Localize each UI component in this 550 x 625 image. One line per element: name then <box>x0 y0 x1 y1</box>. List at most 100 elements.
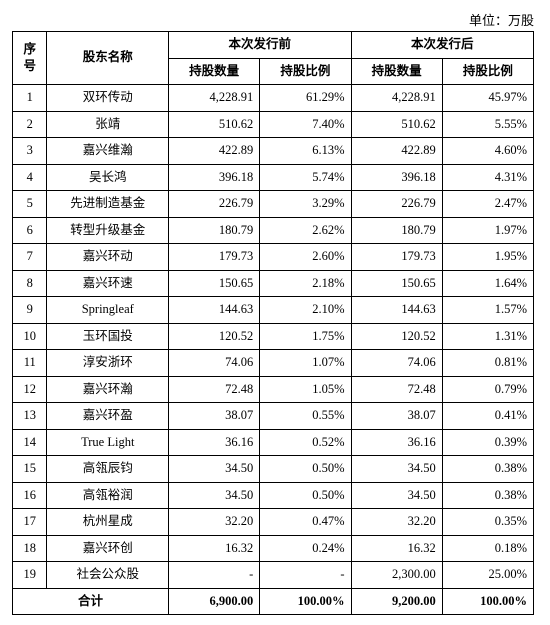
cell-qty-after: 32.20 <box>351 509 442 536</box>
cell-qty-after: 422.89 <box>351 138 442 165</box>
cell-pct-before: 0.50% <box>260 482 351 509</box>
header-name: 股东名称 <box>47 32 169 85</box>
table-row: 12嘉兴环瀚72.481.05%72.480.79% <box>13 376 534 403</box>
cell-name: 高瓴辰钧 <box>47 456 169 483</box>
table-row: 4吴长鸿396.185.74%396.184.31% <box>13 164 534 191</box>
total-label: 合计 <box>13 588 169 615</box>
cell-name: 杭州星成 <box>47 509 169 536</box>
cell-pct-after: 0.18% <box>442 535 533 562</box>
cell-pct-after: 2.47% <box>442 191 533 218</box>
cell-pct-before: 2.60% <box>260 244 351 271</box>
cell-qty-after: 510.62 <box>351 111 442 138</box>
cell-index: 17 <box>13 509 47 536</box>
cell-name: 嘉兴维瀚 <box>47 138 169 165</box>
cell-qty-after: 396.18 <box>351 164 442 191</box>
cell-pct-before: 0.55% <box>260 403 351 430</box>
cell-index: 6 <box>13 217 47 244</box>
cell-qty-before: 422.89 <box>169 138 260 165</box>
cell-name: 嘉兴环瀚 <box>47 376 169 403</box>
table-row: 3嘉兴维瀚422.896.13%422.894.60% <box>13 138 534 165</box>
table-row: 11淳安浙环74.061.07%74.060.81% <box>13 350 534 377</box>
total-qty-after: 9,200.00 <box>351 588 442 615</box>
cell-pct-before: 2.10% <box>260 297 351 324</box>
cell-qty-after: 179.73 <box>351 244 442 271</box>
total-pct-before: 100.00% <box>260 588 351 615</box>
cell-name: 转型升级基金 <box>47 217 169 244</box>
cell-pct-after: 0.38% <box>442 482 533 509</box>
cell-pct-after: 0.41% <box>442 403 533 430</box>
header-pct-after: 持股比例 <box>442 58 533 85</box>
cell-pct-after: 1.95% <box>442 244 533 271</box>
cell-qty-before: 4,228.91 <box>169 85 260 112</box>
cell-qty-after: 144.63 <box>351 297 442 324</box>
cell-pct-before: 3.29% <box>260 191 351 218</box>
cell-pct-before: 0.52% <box>260 429 351 456</box>
cell-pct-after: 5.55% <box>442 111 533 138</box>
cell-pct-after: 0.38% <box>442 456 533 483</box>
cell-pct-before: - <box>260 562 351 589</box>
cell-pct-before: 61.29% <box>260 85 351 112</box>
total-pct-after: 100.00% <box>442 588 533 615</box>
table-row: 13嘉兴环盈38.070.55%38.070.41% <box>13 403 534 430</box>
cell-qty-before: 179.73 <box>169 244 260 271</box>
cell-pct-after: 1.64% <box>442 270 533 297</box>
cell-qty-before: 72.48 <box>169 376 260 403</box>
cell-pct-before: 7.40% <box>260 111 351 138</box>
table-row: 14True Light36.160.52%36.160.39% <box>13 429 534 456</box>
cell-name: 双环传动 <box>47 85 169 112</box>
cell-qty-after: 180.79 <box>351 217 442 244</box>
cell-index: 16 <box>13 482 47 509</box>
table-row: 1双环传动4,228.9161.29%4,228.9145.97% <box>13 85 534 112</box>
total-qty-before: 6,900.00 <box>169 588 260 615</box>
header-pct-before: 持股比例 <box>260 58 351 85</box>
cell-index: 1 <box>13 85 47 112</box>
table-body: 1双环传动4,228.9161.29%4,228.9145.97%2张靖510.… <box>13 85 534 615</box>
cell-pct-before: 1.07% <box>260 350 351 377</box>
cell-qty-after: 2,300.00 <box>351 562 442 589</box>
cell-pct-before: 1.05% <box>260 376 351 403</box>
cell-name: 嘉兴环创 <box>47 535 169 562</box>
header-qty-before: 持股数量 <box>169 58 260 85</box>
cell-pct-before: 0.50% <box>260 456 351 483</box>
cell-index: 12 <box>13 376 47 403</box>
cell-qty-before: 396.18 <box>169 164 260 191</box>
cell-name: Springleaf <box>47 297 169 324</box>
cell-qty-after: 150.65 <box>351 270 442 297</box>
cell-qty-before: 226.79 <box>169 191 260 218</box>
cell-index: 11 <box>13 350 47 377</box>
cell-qty-before: 150.65 <box>169 270 260 297</box>
table-row: 5先进制造基金226.793.29%226.792.47% <box>13 191 534 218</box>
cell-name: 先进制造基金 <box>47 191 169 218</box>
cell-index: 10 <box>13 323 47 350</box>
header-after: 本次发行后 <box>351 32 533 59</box>
cell-qty-after: 34.50 <box>351 482 442 509</box>
cell-qty-before: 32.20 <box>169 509 260 536</box>
cell-name: 社会公众股 <box>47 562 169 589</box>
cell-pct-before: 0.47% <box>260 509 351 536</box>
cell-index: 4 <box>13 164 47 191</box>
cell-index: 2 <box>13 111 47 138</box>
cell-qty-before: 38.07 <box>169 403 260 430</box>
cell-qty-before: 74.06 <box>169 350 260 377</box>
cell-pct-after: 1.97% <box>442 217 533 244</box>
cell-pct-before: 1.75% <box>260 323 351 350</box>
cell-name: 嘉兴环动 <box>47 244 169 271</box>
shareholder-table: 序号 股东名称 本次发行前 本次发行后 持股数量 持股比例 持股数量 持股比例 … <box>12 31 534 615</box>
cell-pct-before: 5.74% <box>260 164 351 191</box>
table-row: 17杭州星成32.200.47%32.200.35% <box>13 509 534 536</box>
cell-name: 嘉兴环速 <box>47 270 169 297</box>
cell-qty-after: 16.32 <box>351 535 442 562</box>
cell-pct-after: 0.39% <box>442 429 533 456</box>
table-row: 7嘉兴环动179.732.60%179.731.95% <box>13 244 534 271</box>
table-header: 序号 股东名称 本次发行前 本次发行后 持股数量 持股比例 持股数量 持股比例 <box>13 32 534 85</box>
cell-qty-before: 144.63 <box>169 297 260 324</box>
cell-qty-after: 36.16 <box>351 429 442 456</box>
cell-name: 玉环国投 <box>47 323 169 350</box>
cell-qty-before: 34.50 <box>169 482 260 509</box>
cell-pct-after: 45.97% <box>442 85 533 112</box>
cell-qty-after: 74.06 <box>351 350 442 377</box>
cell-qty-before: 34.50 <box>169 456 260 483</box>
cell-name: 张靖 <box>47 111 169 138</box>
cell-index: 13 <box>13 403 47 430</box>
header-qty-after: 持股数量 <box>351 58 442 85</box>
